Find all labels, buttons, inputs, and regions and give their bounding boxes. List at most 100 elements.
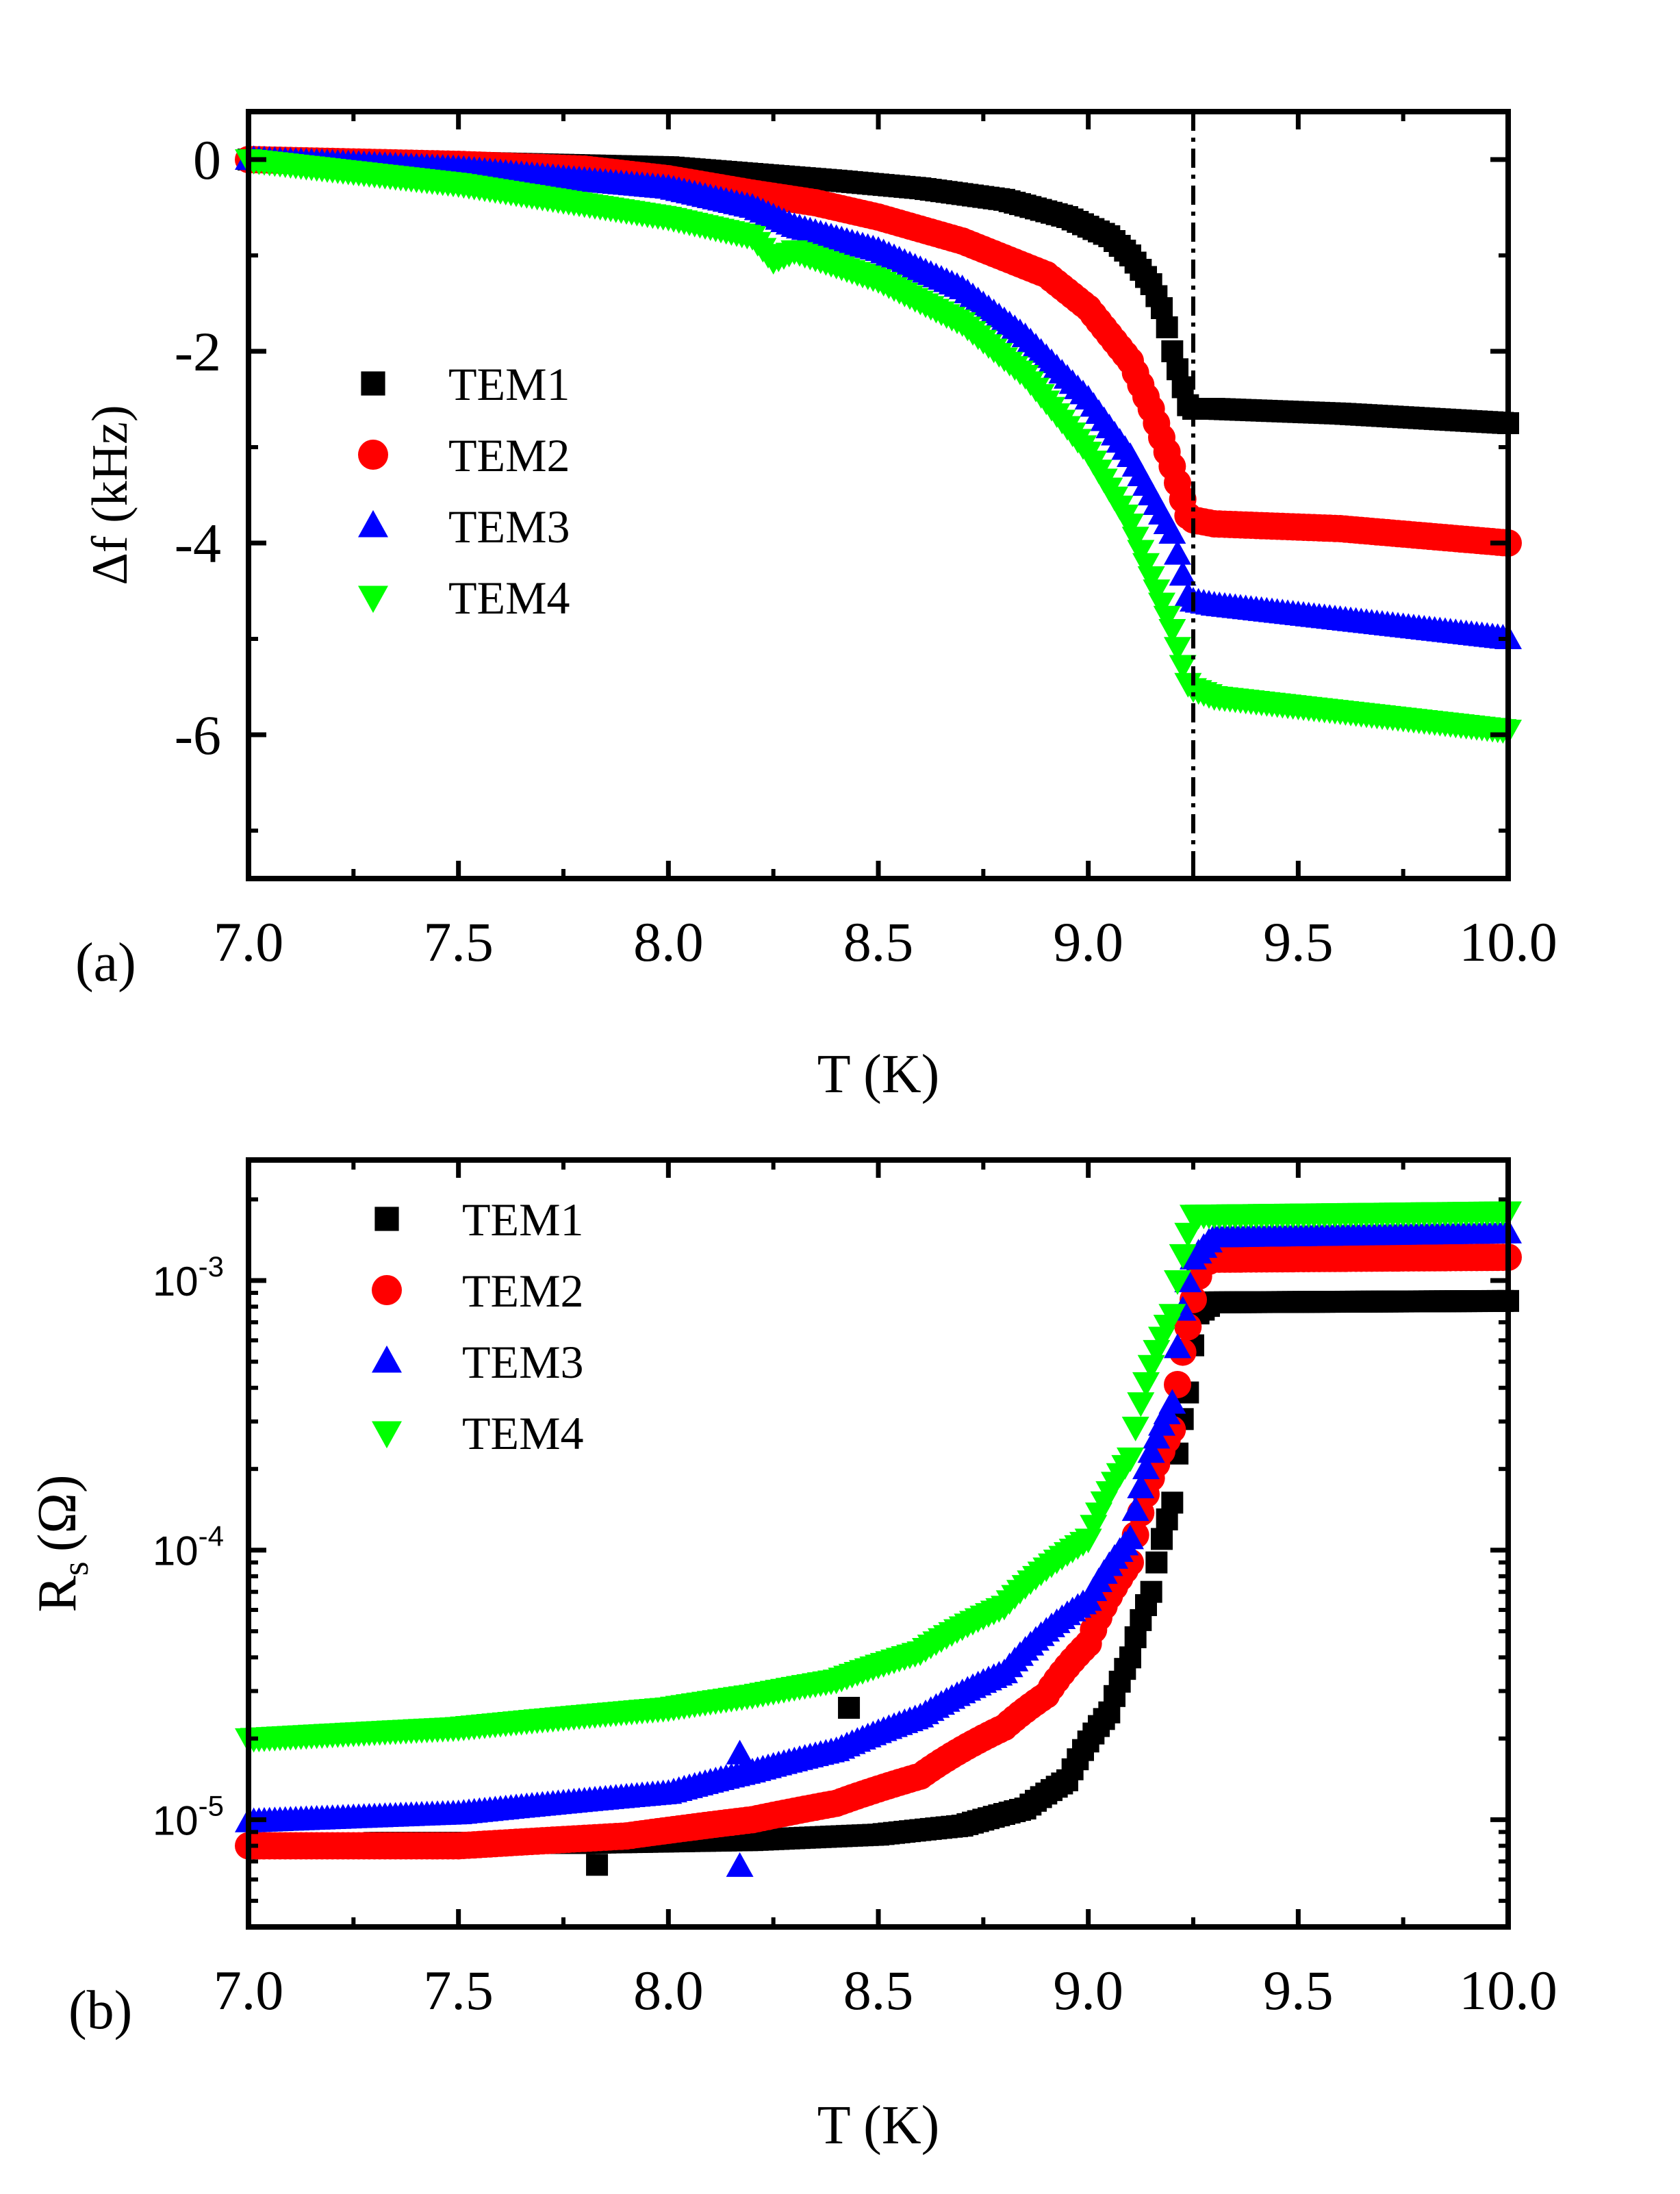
x-tick-label: 7.0 [214,1959,284,2021]
panel-a-data-markers [235,145,1522,744]
legend-marker-tem3 [372,1345,402,1373]
x-tick-label: 8.0 [633,911,704,973]
panel-b-y-axis-label-main: R [27,1576,88,1613]
data-point-tem1 [1156,316,1178,338]
data-point-tem1 [1151,1528,1173,1550]
data-point-tem1 [586,1854,609,1876]
data-point-tem3 [1164,540,1191,565]
data-point-tem1 [1151,297,1173,319]
legend-label-tem1: TEM1 [448,358,570,410]
y-tick-label: 10-5 [153,1789,224,1843]
x-tick-label: 7.5 [423,911,494,973]
data-point-tem3 [1143,1424,1171,1449]
panel-a-ticks: 7.0 7.5 8.0 8.5 9.0 9.5 10.0 0 -2 -4 -6 [175,112,1557,973]
panel-b-label: (b) [68,1980,132,2041]
x-tick-label: 9.5 [1263,1959,1334,2021]
panel-b-data-markers [235,1201,1522,1877]
data-point-tem4 [1169,1244,1197,1269]
data-point-tem1 [1119,1646,1141,1669]
data-point-tem3 [1127,1473,1155,1498]
y-tick-label: 10-3 [153,1250,224,1304]
panel-a-legend: TEM1 TEM2 TEM3 TEM4 [358,358,570,624]
legend-label-tem4: TEM4 [448,572,570,624]
series-tem2 [235,146,1522,557]
legend-label-tem3: TEM3 [462,1336,584,1388]
data-point-tem4 [1121,527,1149,552]
data-point-tem3 [1132,1454,1160,1480]
panel-b-ticks: 7.0 7.5 8.0 8.5 9.0 9.5 10.0 10-5 10-4 10-3 [153,1160,1557,2021]
legend-marker-tem4 [358,585,388,614]
panel-b-y-axis-label-unit: (Ω) [27,1474,88,1552]
data-point-tem4 [1158,1304,1186,1329]
data-point-tem2 [1164,1370,1191,1398]
data-point-tem3 [1169,561,1197,586]
panel-b-legend: TEM1 TEM2 TEM3 TEM4 [372,1194,584,1459]
legend-label-tem2: TEM2 [462,1265,584,1317]
legend-marker-tem1 [361,371,385,396]
series-tem4 [235,149,1522,744]
panel-a-x-axis-label: T (K) [817,1044,939,1105]
x-tick-label: 10.0 [1459,1959,1557,2021]
panel-a: 7.0 7.5 8.0 8.5 9.0 9.5 10.00-2-4-6 TEM1TEM2TE… [75,109,1557,1105]
data-point-tem3 [1137,1438,1165,1463]
data-point-tem3 [1117,1524,1144,1550]
data-point-tem4 [1143,579,1171,605]
data-point-tem4 [1164,637,1191,662]
series-tem2 [235,1244,1522,1860]
panel-b-y-axis-label-subscript: s [55,1561,96,1576]
data-point-tem1 [838,1696,861,1719]
y-tick-label: 10-4 [153,1520,224,1574]
x-tick-label: 8.5 [843,1959,914,2021]
legend-label-tem3: TEM3 [448,501,570,553]
data-point-tem4 [1148,592,1175,618]
x-tick-label: 7.5 [423,1959,494,2021]
data-point-tem4 [1127,540,1155,565]
panel-b-x-axis-label: T (K) [817,2095,939,2156]
legend-marker-tem2 [372,1275,402,1305]
data-point-tem4 [1137,566,1165,591]
legend-label-tem1: TEM1 [462,1194,584,1246]
data-point-tem3 [726,1739,754,1765]
x-tick-label: 7.0 [214,911,284,973]
legend-marker-tem3 [358,509,388,538]
data-point-tem4 [1121,1416,1149,1441]
data-point-tem4 [1164,1270,1191,1296]
y-tick-label: -4 [175,512,221,575]
data-point-tem3 [1164,1333,1191,1359]
data-point-tem3 [1121,1496,1149,1522]
y-tick-label: 0 [193,129,221,191]
x-tick-label: 9.0 [1053,1959,1123,2021]
x-tick-label: 9.5 [1263,911,1334,973]
data-point-tem3 [1158,1389,1186,1414]
data-point-tem3 [1158,519,1186,544]
x-tick-label: 10.0 [1459,911,1557,973]
data-point-tem4 [1169,655,1197,680]
legend-label-tem4: TEM4 [462,1407,584,1459]
panel-a-y-axis-label: Δf (kHz) [82,405,138,585]
data-point-tem1 [1161,1491,1184,1514]
x-tick-label: 9.0 [1053,911,1123,973]
data-point-tem4 [1174,1222,1202,1248]
x-tick-label: 8.0 [633,1959,704,2021]
y-tick-label: -6 [175,704,221,766]
legend-marker-tem1 [374,1207,399,1231]
x-tick-label: 8.5 [843,911,914,973]
series-tem4 [235,1201,1522,1753]
data-point-tem4 [1132,1372,1160,1397]
data-point-tem4 [1158,619,1186,644]
data-point-tem4 [1153,605,1181,631]
data-point-tem3 [726,1852,754,1877]
panel-b: 7.0 7.5 8.0 8.5 9.0 9.5 10.010-510-410-3 TEM1T… [27,1157,1557,2156]
data-point-tem1 [1145,1551,1168,1574]
legend-marker-tem2 [358,440,388,470]
data-point-tem4 [1127,1392,1155,1417]
data-point-tem1 [1140,1580,1162,1603]
panel-b-y-axis-label: Rs (Ω) [27,1474,96,1612]
panel-a-label: (a) [75,933,136,993]
data-point-tem4 [1132,553,1160,578]
data-point-tem4 [1117,1447,1144,1472]
y-tick-label: -2 [175,320,221,383]
legend-marker-tem4 [372,1421,402,1449]
legend-label-tem2: TEM2 [448,429,570,481]
